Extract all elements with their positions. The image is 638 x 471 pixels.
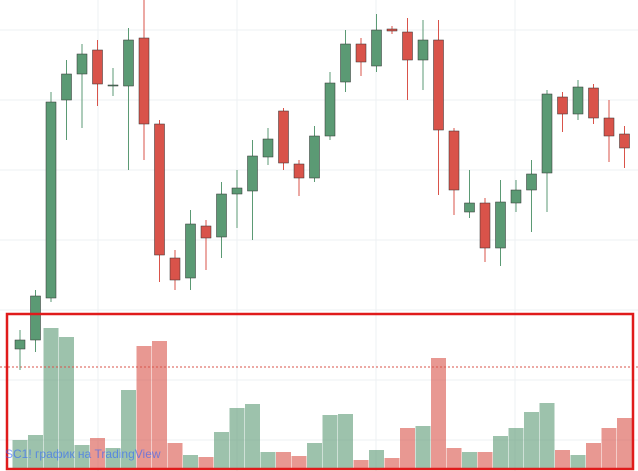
volume-bar — [508, 428, 524, 468]
candle-body — [603, 117, 615, 137]
candle-body — [386, 28, 398, 32]
candle-body — [619, 133, 630, 149]
volume-bar — [524, 412, 539, 468]
volume-bar — [353, 460, 369, 468]
candle-body — [309, 135, 320, 179]
volume-bar — [338, 414, 353, 468]
volume-bar — [90, 438, 105, 468]
candle-body — [479, 202, 491, 249]
volume-bar — [276, 452, 291, 468]
volume-bar — [12, 440, 28, 468]
candle-body — [30, 295, 41, 341]
candle-body — [433, 39, 444, 131]
candle-body — [588, 87, 599, 119]
candle-body — [278, 110, 289, 164]
volume-bar — [74, 445, 90, 468]
watermark[interactable]: SC1! график на TradingView — [5, 447, 161, 461]
candle-body — [417, 39, 429, 61]
candle-body — [464, 202, 475, 213]
volume-bar — [555, 450, 570, 468]
candle-body — [76, 53, 88, 75]
candle-body — [526, 173, 537, 191]
volume-bar — [229, 408, 245, 468]
candle-body — [402, 31, 413, 61]
volume-bar — [431, 358, 446, 468]
volume-bar — [291, 456, 307, 468]
candle-body — [510, 189, 522, 204]
candle-body — [123, 39, 134, 87]
volume-bar — [415, 426, 431, 468]
volume-bar — [245, 404, 260, 468]
volume-bar — [477, 452, 493, 468]
volume-bar — [369, 450, 384, 468]
volume-bar — [462, 452, 477, 468]
volume-bar — [28, 435, 43, 468]
volume-bar — [43, 328, 59, 468]
volume-bar — [260, 452, 276, 468]
candle-body — [14, 339, 26, 350]
volume-bar — [539, 403, 555, 468]
volume-bar — [493, 436, 508, 468]
volume-bar — [214, 432, 229, 468]
volume-bar — [570, 455, 586, 468]
candle-body — [340, 43, 351, 83]
candle-body — [557, 96, 568, 115]
candle-body — [572, 86, 584, 115]
volume-bar — [322, 415, 338, 468]
volume-bar — [121, 390, 136, 468]
volume-bar — [136, 346, 152, 468]
volume-pane — [12, 328, 632, 468]
candle-body — [371, 29, 382, 67]
candle-body — [107, 84, 119, 87]
volume-bar — [617, 418, 632, 468]
candle-body — [61, 73, 72, 101]
candles — [14, 0, 630, 370]
volume-bar — [198, 457, 214, 468]
highlight-box — [5, 312, 635, 471]
volume-bar — [601, 428, 617, 468]
candle-body — [154, 123, 165, 256]
candle-body — [45, 101, 57, 299]
candle-body — [448, 130, 460, 191]
candle-body — [200, 225, 212, 239]
volume-bar — [167, 443, 183, 468]
volume-bar — [400, 428, 415, 468]
volume-bar — [183, 455, 198, 468]
candle-body — [293, 163, 305, 179]
candle-body — [355, 43, 367, 63]
candle-body — [262, 138, 274, 158]
volume-bar — [105, 448, 121, 468]
candle-body — [324, 82, 336, 137]
volume-bar — [384, 458, 400, 468]
candle-body — [216, 193, 227, 238]
volume-bar — [586, 443, 601, 468]
volume-bar — [307, 443, 322, 468]
candle-body — [541, 93, 553, 174]
candle-body — [138, 37, 150, 125]
volume-bar — [446, 448, 462, 468]
candle-body — [169, 257, 181, 281]
candle-body — [495, 201, 506, 249]
candle-body — [231, 187, 243, 195]
volume-bar — [152, 341, 167, 468]
candle-body — [247, 155, 258, 192]
volume-bar — [59, 337, 74, 468]
candle-body — [92, 49, 103, 85]
candle-body — [185, 223, 196, 279]
